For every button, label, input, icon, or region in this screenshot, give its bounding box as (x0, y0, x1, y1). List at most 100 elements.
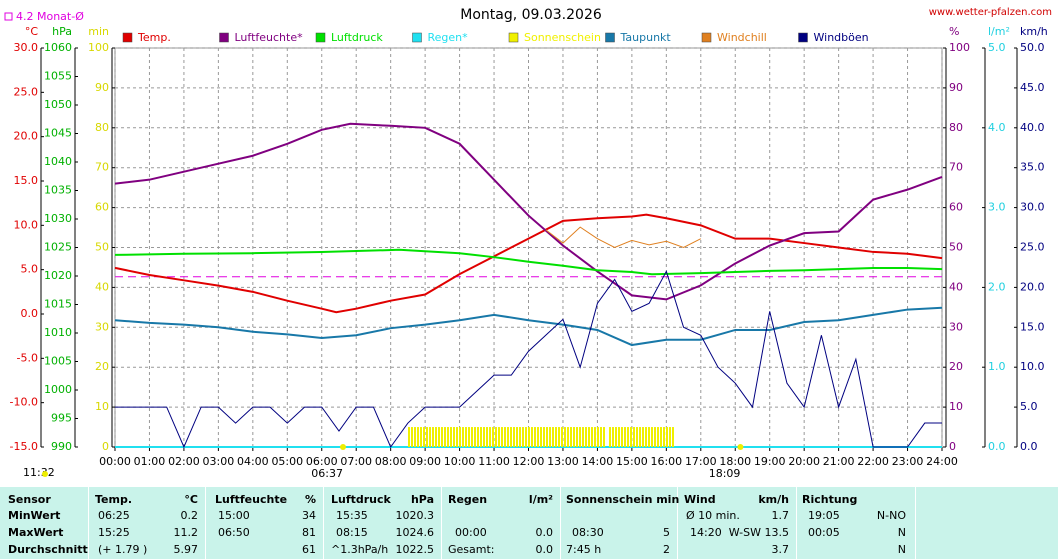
y-tick-label: 3.0 (988, 201, 1006, 214)
source: www.wetter-pfalzen.com (929, 7, 1052, 18)
table-cell: 0.2 (180, 509, 199, 522)
marker-label: 18:09 (709, 467, 741, 480)
reference-legend-box (4, 12, 13, 21)
table-cell: 15:35 (336, 509, 368, 522)
table-cell: km/h (758, 493, 789, 506)
axis-unit: min (88, 25, 109, 38)
table-cell: 0.0 (535, 543, 554, 556)
table-cell: 61 (302, 543, 316, 556)
x-tick-label: 01:00 (134, 455, 166, 468)
y-tick-label: 1015 (44, 298, 72, 311)
y-tick-label: 15.0 (1020, 320, 1045, 333)
x-tick-label: 02:00 (168, 455, 200, 468)
axis-unit: °C (25, 25, 39, 38)
sunshine-block (407, 427, 607, 447)
y-tick-label: 10 (949, 400, 963, 413)
table-cell: 11.2 (173, 526, 199, 539)
x-tick-label: 03:00 (203, 455, 235, 468)
table-cell: % (304, 493, 316, 506)
x-tick-label: 15:00 (616, 455, 648, 468)
table-cell: Durchschnitt (8, 543, 88, 556)
table-cell: 06:50 (218, 526, 250, 539)
table-cell: 19:05 (808, 509, 840, 522)
y-tick-label: 100 (949, 41, 970, 54)
legend-swatch (605, 32, 615, 43)
table-cell: Sonnenschein min (566, 493, 680, 506)
x-tick-label: 05:00 (271, 455, 303, 468)
table-cell: °C (184, 493, 198, 506)
x-tick-label: 10:00 (444, 455, 476, 468)
y-tick-label: 50.0 (1020, 41, 1045, 54)
x-tick-label: 08:00 (375, 455, 407, 468)
table-cell: ^1.3hPa/h (331, 543, 389, 556)
y-tick-label: 995 (51, 412, 72, 425)
x-tick-label: 21:00 (823, 455, 855, 468)
marker-label: 06:37 (311, 467, 343, 480)
table-cell: Regen (448, 493, 488, 506)
y-tick-label: 50 (95, 241, 109, 254)
y-tick-label: 20.0 (14, 130, 39, 143)
table-cell: 5 (663, 526, 670, 539)
y-tick-label: -15.0 (10, 440, 38, 453)
y-tick-label: 60 (95, 201, 109, 214)
table-cell: 14:20 (690, 526, 722, 539)
table-cell: 1.7 (771, 509, 790, 522)
x-tick-label: 00:00 (99, 455, 131, 468)
legend-swatch (412, 32, 422, 43)
y-tick-label: 1050 (44, 98, 72, 111)
x-tick-label: 12:00 (513, 455, 545, 468)
table-cell: N (897, 543, 906, 556)
column-separator (205, 487, 206, 559)
table-cell: 81 (302, 526, 316, 539)
sun-marker (340, 444, 347, 450)
table-cell: N-NO (876, 509, 906, 522)
x-tick-label: 13:00 (547, 455, 579, 468)
y-tick-label: 1045 (44, 127, 72, 140)
table-cell: Temp. (95, 493, 133, 506)
y-tick-label: 990 (51, 440, 72, 453)
legend-swatch (315, 32, 326, 43)
x-tick-label: 23:00 (892, 455, 924, 468)
y-tick-label: 35.0 (1020, 161, 1045, 174)
y-tick-label: 90 (95, 81, 109, 94)
table-cell: 1022.5 (395, 543, 435, 556)
column-separator (441, 487, 442, 559)
y-tick-label: 70 (95, 161, 109, 174)
table-cell: MaxWert (8, 526, 64, 539)
corner-marker (42, 471, 48, 477)
column-separator (560, 487, 561, 559)
x-tick-label: 09:00 (409, 455, 441, 468)
table-cell: W-SW 13.5 (728, 526, 789, 539)
table-cell: N (897, 526, 906, 539)
axis-unit: hPa (52, 25, 72, 38)
y-tick-label: -5.0 (17, 351, 38, 364)
y-tick-label: 40 (949, 280, 963, 293)
legend-swatch (508, 32, 519, 43)
x-tick-label: 22:00 (857, 455, 889, 468)
y-tick-label: 0.0 (988, 440, 1006, 453)
y-tick-label: 90 (949, 81, 963, 94)
y-tick-label: 15.0 (14, 174, 39, 187)
y-tick-label: 1.0 (988, 360, 1006, 373)
y-tick-label: 20 (949, 360, 963, 373)
x-tick-label: 24:00 (926, 455, 958, 468)
series-line (114, 122, 943, 301)
y-tick-label: 1055 (44, 70, 72, 83)
y-tick-label: 0 (949, 440, 956, 453)
y-tick-label: 30 (949, 320, 963, 333)
y-tick-label: 100 (88, 41, 109, 54)
y-tick-label: 70 (949, 161, 963, 174)
legend-label: Luftdruck (331, 31, 383, 44)
y-tick-label: 2.0 (988, 280, 1006, 293)
y-tick-label: 1035 (44, 184, 72, 197)
series-line (114, 306, 943, 347)
table-cell: Luftfeuchte (215, 493, 288, 506)
table-cell: 7:45 h (566, 543, 602, 556)
table-cell: 2 (663, 543, 670, 556)
y-tick-label: 25.0 (1020, 241, 1045, 254)
y-tick-label: 30.0 (1020, 201, 1045, 214)
y-tick-label: 10 (95, 400, 109, 413)
table-cell: Wind (684, 493, 716, 506)
table-cell: Richtung (802, 493, 858, 506)
